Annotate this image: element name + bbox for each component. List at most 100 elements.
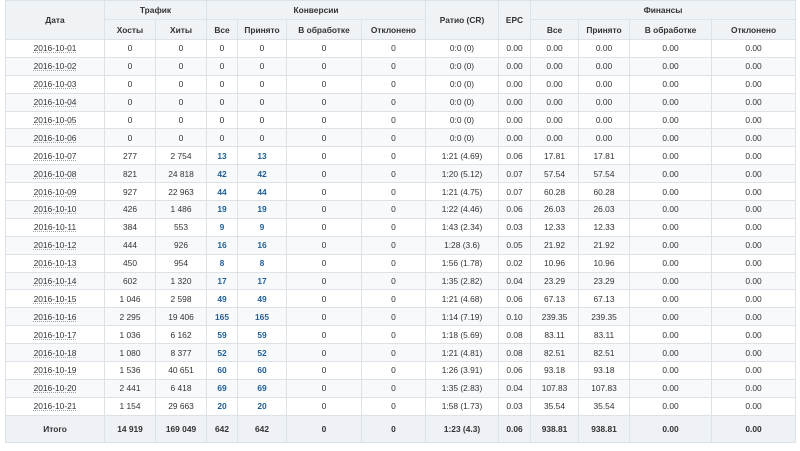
cell-hits: 553: [155, 217, 207, 237]
table-row: 2016-10-01 0 0 0 0 0 0 0:0 (0) 0.00 0.00 0.00 0.00 0…: [5, 39, 797, 58]
col-fin-accepted[interactable]: Принято: [578, 19, 630, 40]
conv-accepted-link[interactable]: 19: [237, 200, 287, 219]
cell-fin-accepted: 60.28: [578, 182, 630, 202]
conv-all-link[interactable]: 17: [206, 271, 238, 291]
date-link[interactable]: 2016-10-06: [5, 128, 105, 148]
cell-conv-rejected: 0: [361, 343, 426, 363]
cell-hosts: 277: [104, 146, 156, 166]
conv-all-link[interactable]: 52: [206, 343, 238, 363]
date-link[interactable]: 2016-10-09: [5, 182, 105, 202]
conv-accepted-link[interactable]: 9: [237, 217, 287, 237]
cell-ratio: 0:0 (0): [425, 92, 499, 112]
conv-accepted-link[interactable]: 49: [237, 289, 287, 309]
date-link[interactable]: 2016-10-05: [5, 110, 105, 130]
cell-fin-accepted: 67.13: [578, 289, 630, 309]
col-hits[interactable]: Хиты: [155, 19, 207, 40]
conv-accepted-link[interactable]: 165: [237, 307, 287, 327]
conv-all-link[interactable]: 42: [206, 164, 238, 184]
conv-all-link[interactable]: 19: [206, 200, 238, 219]
table-row: 2016-10-07 277 2 754 13 13 0 0 1:21 (4.69) 0.06 1…: [5, 146, 797, 166]
conv-accepted-link[interactable]: 17: [237, 271, 287, 291]
date-link[interactable]: 2016-10-12: [5, 235, 105, 255]
date-link[interactable]: 2016-10-20: [5, 378, 105, 398]
col-conv-accepted[interactable]: Принято: [237, 19, 287, 40]
col-ratio[interactable]: Ратио (CR): [425, 0, 499, 40]
date-link[interactable]: 2016-10-17: [5, 325, 105, 345]
table-header: Дата Трафик Конверсии Ратио (CR) EPC Фин…: [5, 0, 797, 40]
group-traffic: Трафик: [104, 0, 207, 20]
col-conv-processing[interactable]: В обработке: [286, 19, 362, 40]
col-fin-rejected[interactable]: Отклонено: [710, 19, 797, 40]
col-hosts[interactable]: Хосты: [104, 19, 156, 40]
table-row: 2016-10-03 0 0 0 0 0 0 0:0 (0) 0.00 0.00 0.00 0.00 0…: [5, 74, 797, 94]
table-row: 2016-10-17 1 036 6 162 59 59 0 0 1:18 (5.69) 0.0…: [5, 325, 797, 345]
conv-accepted-link[interactable]: 44: [237, 182, 287, 202]
conv-all-link[interactable]: 44: [206, 182, 238, 202]
conv-all-link[interactable]: 59: [206, 325, 238, 345]
cell-hits: 0: [155, 128, 207, 148]
conv-accepted-link[interactable]: 52: [237, 343, 287, 363]
col-fin-all[interactable]: Все: [530, 19, 579, 40]
date-link[interactable]: 2016-10-03: [5, 74, 105, 94]
cell-epc: 0.08: [498, 343, 531, 363]
conv-accepted-link[interactable]: 20: [237, 396, 287, 416]
conv-accepted-link[interactable]: 16: [237, 235, 287, 255]
date-link[interactable]: 2016-10-15: [5, 289, 105, 309]
conv-accepted-link[interactable]: 13: [237, 146, 287, 166]
conv-all-link: 0: [206, 128, 238, 148]
cell-conv-processing: 0: [286, 289, 362, 309]
cell-ratio: 1:18 (5.69): [425, 325, 499, 345]
conv-all-link[interactable]: 69: [206, 378, 238, 398]
cell-fin-rejected: 0.00: [710, 39, 797, 58]
cell-epc: 0.00: [498, 56, 531, 76]
cell-fin-rejected: 0.00: [710, 253, 797, 273]
cell-ratio: 1:20 (5.12): [425, 164, 499, 184]
table-row: 2016-10-19 1 536 40 651 60 60 0 0 1:26 (3.91) 0.…: [5, 361, 797, 380]
col-epc[interactable]: EPC: [498, 0, 531, 40]
col-date[interactable]: Дата: [5, 0, 105, 40]
date-link[interactable]: 2016-10-11: [5, 217, 105, 237]
date-link[interactable]: 2016-10-02: [5, 56, 105, 76]
conv-accepted-link[interactable]: 59: [237, 325, 287, 345]
conv-all-link[interactable]: 165: [206, 307, 238, 327]
cell-fin-accepted: 107.83: [578, 378, 630, 398]
cell-fin-rejected: 0.00: [710, 74, 797, 94]
cell-fin-accepted: 23.29: [578, 271, 630, 291]
date-link[interactable]: 2016-10-01: [5, 39, 105, 58]
conv-accepted-link[interactable]: 60: [237, 361, 287, 380]
cell-conv-processing: 0: [286, 92, 362, 112]
cell-ratio: 1:43 (2.34): [425, 217, 499, 237]
date-link[interactable]: 2016-10-18: [5, 343, 105, 363]
conv-all-link[interactable]: 9: [206, 217, 238, 237]
group-finance: Финансы: [529, 0, 797, 20]
conv-all-link[interactable]: 60: [206, 361, 238, 380]
conv-all-link[interactable]: 20: [206, 396, 238, 416]
cell-conv-rejected: 0: [361, 128, 426, 148]
conv-all-link[interactable]: 49: [206, 289, 238, 309]
date-link[interactable]: 2016-10-04: [5, 92, 105, 112]
conv-all-link[interactable]: 16: [206, 235, 238, 255]
col-conv-rejected[interactable]: Отклонено: [361, 19, 426, 40]
conv-accepted-link[interactable]: 42: [237, 164, 287, 184]
cell-hits: 22 963: [155, 182, 207, 202]
totals-ratio: 1:23 (4.3): [425, 414, 499, 443]
conv-accepted-link[interactable]: 8: [237, 253, 287, 273]
date-link[interactable]: 2016-10-21: [5, 396, 105, 416]
cell-fin-all: 83.11: [530, 325, 579, 345]
date-link[interactable]: 2016-10-08: [5, 164, 105, 184]
date-link[interactable]: 2016-10-19: [5, 361, 105, 380]
cell-epc: 0.05: [498, 235, 531, 255]
cell-conv-processing: 0: [286, 253, 362, 273]
conv-all-link[interactable]: 8: [206, 253, 238, 273]
col-conv-all[interactable]: Все: [206, 19, 238, 40]
conv-accepted-link[interactable]: 69: [237, 378, 287, 398]
conv-all-link[interactable]: 13: [206, 146, 238, 166]
date-link[interactable]: 2016-10-13: [5, 253, 105, 273]
date-link[interactable]: 2016-10-07: [5, 146, 105, 166]
date-link[interactable]: 2016-10-14: [5, 271, 105, 291]
cell-conv-rejected: 0: [361, 110, 426, 130]
col-fin-processing[interactable]: В обработке: [629, 19, 712, 40]
date-link[interactable]: 2016-10-10: [5, 200, 105, 219]
cell-hosts: 384: [104, 217, 156, 237]
date-link[interactable]: 2016-10-16: [5, 307, 105, 327]
